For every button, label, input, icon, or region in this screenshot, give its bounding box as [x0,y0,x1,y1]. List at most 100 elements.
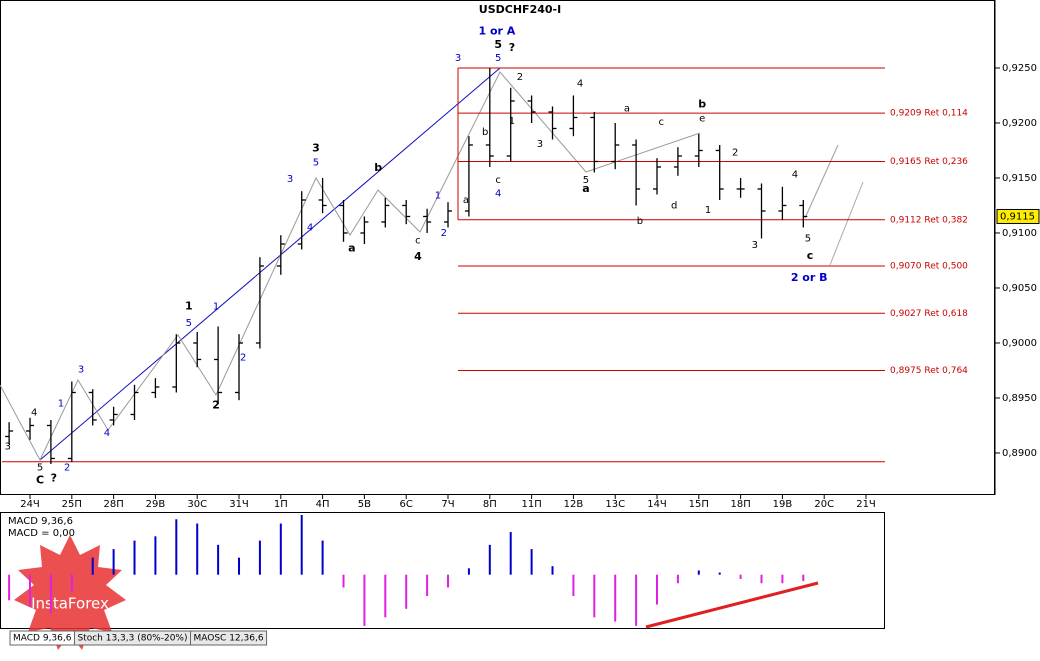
ohlc-bar [235,334,244,401]
ohlc-bar [67,381,76,462]
ohlc-bar [151,378,160,398]
x-tick-label: 14Ч [647,499,667,510]
logo-star [14,535,126,650]
y-tick-label: 0,9250 [1002,63,1037,74]
wave-label: 5 [186,318,192,329]
indicator-tab[interactable]: Stoch 13,3,3 (80%-20%) [73,630,191,646]
wave-label: 4 [31,407,37,418]
wave-label: 1 [185,300,193,313]
tab-label: MACD 9,36,6 [13,634,72,644]
x-tick-label: 20С [814,499,834,510]
macd-bar [426,574,429,597]
tab-label: Stoch 13,3,3 (80%-20%) [77,634,187,644]
macd-bar [49,574,52,614]
wave-label: e [699,114,705,125]
x-tick-label: 29В [146,499,166,510]
macd-bar [363,574,366,626]
macd-bar [91,557,94,575]
y-tick-label: 0,9100 [1002,228,1037,239]
y-tick-label: 0,9150 [1002,173,1037,184]
ohlc-bar [5,422,14,445]
ohlc-bar [318,177,327,214]
current-price-label: 0,9115 [1000,211,1035,222]
wave-label: 4 [577,78,583,89]
macd-bar [760,574,763,584]
wave-label: ? [51,471,57,484]
x-tick-label: 30С [187,499,207,510]
wave-label: 5 [583,175,589,186]
wave-label: 1 [705,205,711,216]
wave-label: 5 [37,462,43,473]
watermark-text: InstaForex [31,595,109,613]
macd-bar [447,574,450,588]
ohlc-bar [339,199,348,242]
x-tick-label: 31Ч [229,499,249,510]
x-tick-label: 5В [358,499,371,510]
wave-label: 4 [307,222,313,233]
ohlc-bar [799,199,808,228]
wave-label: a [348,241,355,254]
macd-frame [0,512,885,629]
wave-label: 3 [537,139,543,150]
macd-bar [29,574,32,607]
indicator-tab[interactable]: MAOSC 12,36,6 [190,630,268,646]
macd-value: MACD = 0,00 [8,528,75,539]
wave-label: 1 [435,191,441,202]
ohlc-bar [214,326,223,404]
ohlc-bar [172,334,181,393]
macd-bar [258,540,261,575]
macd-bar [509,532,512,575]
fib-label: 0,9070 Ret 0,500 [890,261,968,271]
ohlc-bar [715,144,724,200]
wave-label: 2 [64,462,70,473]
macd-bar [488,544,491,575]
ohlc-bar [569,95,578,137]
wave-label: d [671,200,677,211]
wave-label: 5 [494,38,502,51]
ohlc-bar [632,139,641,206]
macd-bar [384,574,387,618]
ohlc-bar [297,191,306,250]
macd-bar [196,523,199,575]
wave-label: c [495,175,501,186]
macd-bar [614,574,617,622]
ohlc-bar [673,147,682,176]
macd-bar [781,574,784,584]
ohlc-bar [26,417,35,440]
x-tick-label: 19В [773,499,793,510]
wave-label: a [624,104,630,115]
x-tick-label: 12В [564,499,584,510]
ohlc-bar [360,216,369,244]
indicator-tab[interactable]: MACD 9,36,6 [9,630,75,646]
fib-label: 0,9112 Ret 0,382 [890,215,968,225]
macd-bar [8,574,11,601]
x-tick-label: 8П [483,499,497,510]
wave-label: 3 [312,141,320,154]
ohlc-bar [423,208,432,233]
wave-label: b [637,216,643,227]
wave-label: c [807,249,814,262]
y-tick-label: 0,8950 [1002,393,1037,404]
projection [829,181,864,266]
macd-bar [676,574,679,584]
wave-label: c [658,117,664,128]
wave-label: 5 [805,233,811,244]
wave-label: C [36,473,44,486]
y-tick-label: 0,9200 [1002,118,1037,129]
macd-bar [175,519,178,575]
wave-label: 2 [732,148,738,159]
x-tick-label: 4П [316,499,330,510]
macd-title: MACD 9,36,6 [8,516,73,527]
ohlc-bar [548,106,557,140]
macd-bar [572,574,575,597]
macd-bar [279,523,282,575]
fib-label: 0,9027 Ret 0,618 [890,309,968,319]
projection [804,144,839,219]
ohlc-bar [46,419,55,464]
ohlc-bar [590,111,599,173]
wave-label: a [582,182,589,195]
wave-lines [0,71,701,462]
wave-label: 2 [517,72,523,83]
x-tick-label: 11П [521,499,541,510]
